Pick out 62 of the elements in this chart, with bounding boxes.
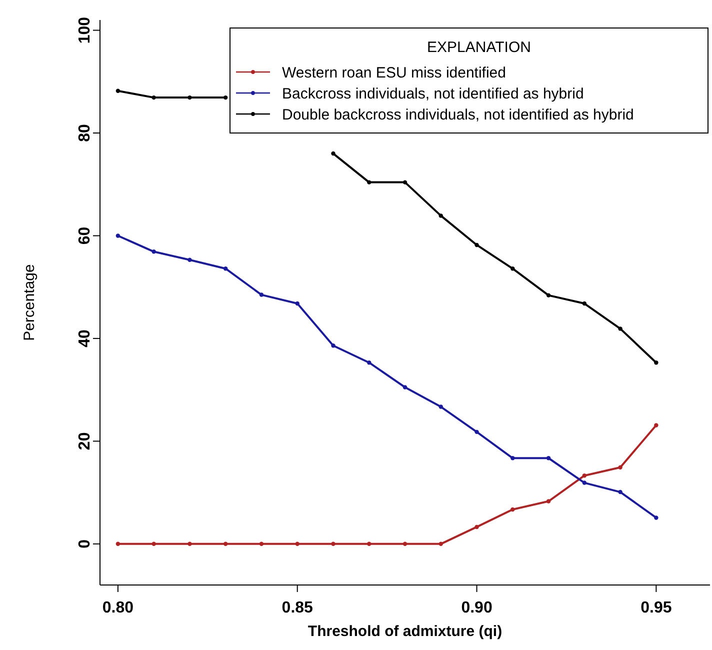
legend-label: Backcross individuals, not identified as hybrid — [282, 85, 584, 102]
point — [188, 542, 192, 546]
point — [331, 151, 336, 156]
point — [654, 516, 658, 520]
point — [402, 180, 408, 184]
point — [546, 499, 551, 504]
point — [367, 180, 372, 184]
point — [654, 423, 658, 428]
legend-label: Western roan ESU miss identified — [282, 64, 506, 82]
x-tick-label: 0.95 — [640, 600, 672, 617]
point — [474, 430, 479, 434]
x-tick-label: 0.85 — [282, 600, 314, 617]
point — [152, 250, 156, 254]
x-tick-label: 0.80 — [102, 600, 134, 617]
y-tick-label: 60 — [76, 226, 94, 245]
y-tick-label: 40 — [76, 329, 94, 348]
y-tick-label: 0 — [76, 539, 94, 548]
point — [438, 542, 443, 546]
point — [402, 385, 408, 390]
y-tick-label: 100 — [76, 16, 94, 44]
point — [223, 266, 228, 271]
point — [295, 301, 300, 306]
point — [438, 404, 443, 409]
point — [116, 88, 120, 93]
point — [438, 214, 443, 218]
point — [295, 542, 300, 546]
legend-title: EXPLANATION — [427, 39, 531, 56]
point — [474, 242, 479, 248]
point — [331, 542, 336, 546]
point — [367, 360, 372, 365]
point — [367, 542, 372, 546]
point — [618, 465, 622, 470]
point — [546, 293, 551, 298]
point — [546, 456, 551, 460]
point — [618, 490, 622, 494]
point — [152, 95, 156, 100]
point — [402, 542, 408, 546]
point — [582, 473, 587, 478]
point — [223, 542, 228, 546]
point — [259, 292, 264, 297]
y-tick-label: 80 — [76, 124, 94, 142]
point — [188, 258, 192, 262]
point — [618, 326, 622, 331]
point — [116, 542, 120, 546]
point — [116, 234, 120, 238]
point — [582, 480, 587, 485]
point — [510, 456, 515, 460]
point — [654, 360, 658, 365]
point — [474, 524, 479, 530]
point — [582, 301, 587, 306]
point — [510, 507, 515, 512]
legend-label: Double backcross individuals, not identified as hybrid — [282, 106, 634, 124]
point — [510, 266, 515, 271]
point — [331, 344, 336, 348]
point — [259, 542, 264, 546]
y-axis-title: Percentage — [21, 264, 38, 341]
y-tick-label: 20 — [76, 432, 94, 450]
x-tick-label: 0.90 — [461, 600, 492, 617]
point — [152, 542, 156, 546]
point — [188, 95, 192, 100]
x-axis-title: Threshold of admixture (qi) — [308, 623, 502, 640]
point — [223, 95, 228, 100]
